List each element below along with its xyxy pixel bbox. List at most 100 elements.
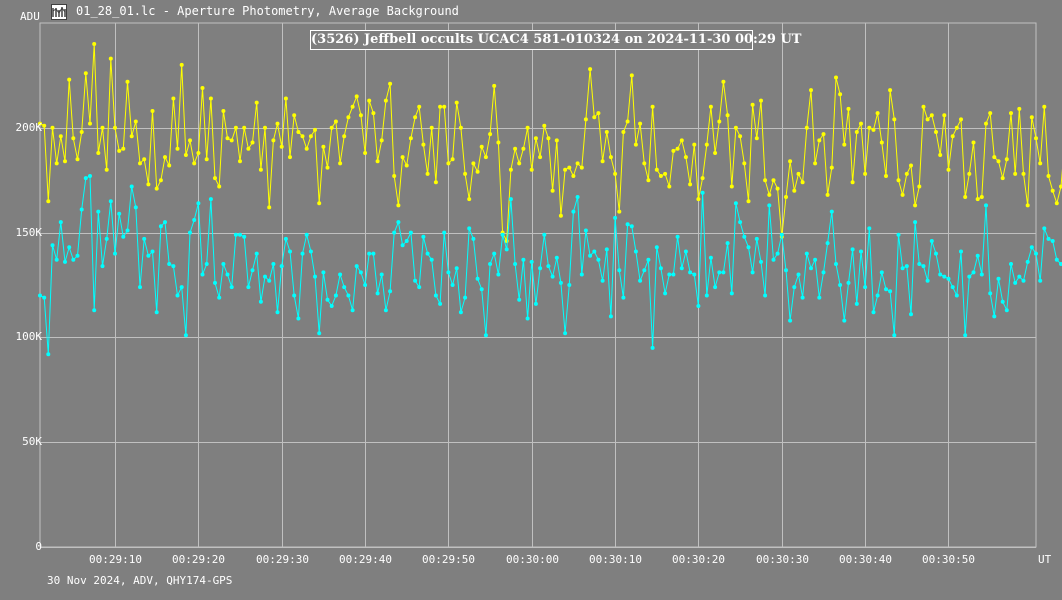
data-point bbox=[746, 245, 751, 250]
x-tick-label: 00:29:20 bbox=[172, 553, 225, 566]
data-point bbox=[46, 352, 51, 357]
data-point bbox=[854, 301, 859, 306]
data-point bbox=[446, 270, 451, 275]
data-point bbox=[488, 132, 493, 137]
y-tick-label: 0 bbox=[35, 539, 42, 553]
data-point bbox=[425, 171, 430, 176]
data-point bbox=[275, 121, 280, 126]
data-point bbox=[304, 146, 309, 151]
data-point bbox=[1017, 274, 1022, 279]
data-point bbox=[617, 268, 622, 273]
data-point bbox=[563, 331, 568, 336]
data-point bbox=[317, 331, 322, 336]
data-point bbox=[850, 247, 855, 252]
data-point bbox=[625, 222, 630, 227]
x-axis-label: UT bbox=[1038, 553, 1052, 566]
data-point bbox=[275, 310, 280, 315]
data-point bbox=[725, 241, 730, 246]
data-point bbox=[288, 155, 292, 160]
data-point bbox=[450, 283, 455, 287]
data-point bbox=[750, 102, 755, 107]
data-point bbox=[92, 42, 97, 46]
data-point bbox=[371, 251, 376, 256]
data-point bbox=[871, 127, 876, 132]
data-point bbox=[333, 293, 338, 298]
data-point bbox=[350, 308, 355, 313]
data-point bbox=[200, 86, 205, 90]
data-point bbox=[558, 280, 563, 285]
data-point bbox=[688, 182, 693, 187]
data-point bbox=[892, 333, 897, 338]
data-point bbox=[392, 174, 397, 178]
data-point bbox=[571, 209, 576, 214]
data-point bbox=[1038, 161, 1043, 166]
data-point bbox=[150, 249, 155, 254]
data-point bbox=[158, 178, 163, 183]
data-point bbox=[550, 188, 555, 193]
data-point bbox=[954, 125, 959, 130]
data-point bbox=[50, 243, 55, 248]
data-point bbox=[821, 270, 826, 275]
data-point bbox=[813, 161, 818, 166]
data-point bbox=[683, 155, 688, 160]
data-point bbox=[63, 159, 67, 164]
data-point bbox=[154, 310, 159, 315]
data-point bbox=[517, 161, 522, 166]
data-point bbox=[542, 123, 547, 128]
data-point bbox=[158, 224, 163, 229]
data-point bbox=[579, 165, 584, 170]
data-point bbox=[75, 253, 80, 258]
data-point bbox=[592, 115, 597, 120]
data-point bbox=[579, 272, 584, 277]
data-point bbox=[604, 130, 609, 134]
data-point bbox=[642, 161, 647, 166]
data-point bbox=[834, 75, 838, 80]
data-point bbox=[533, 136, 538, 141]
data-point bbox=[225, 272, 230, 277]
data-point bbox=[904, 171, 909, 176]
data-point bbox=[400, 155, 405, 160]
data-point bbox=[638, 278, 643, 283]
series-line bbox=[39, 43, 1062, 243]
data-point bbox=[733, 201, 738, 206]
data-point bbox=[217, 184, 222, 189]
data-point bbox=[179, 62, 184, 67]
footer-info: 30 Nov 2024, ADV, QHY174-GPS bbox=[47, 574, 233, 587]
data-point bbox=[125, 228, 130, 233]
data-point bbox=[1050, 188, 1055, 193]
y-tick-label: 150K bbox=[15, 225, 43, 239]
data-point bbox=[942, 274, 947, 279]
data-point bbox=[171, 264, 176, 269]
data-point bbox=[283, 236, 288, 241]
data-point bbox=[629, 73, 634, 78]
data-point bbox=[854, 130, 859, 134]
data-point bbox=[863, 285, 868, 290]
data-point bbox=[879, 270, 884, 275]
data-point bbox=[83, 176, 88, 181]
lightcurve-app-icon[interactable] bbox=[51, 4, 67, 20]
data-point bbox=[1042, 226, 1047, 231]
data-point bbox=[308, 249, 313, 254]
data-point bbox=[46, 199, 51, 204]
data-point bbox=[1054, 201, 1059, 206]
data-point bbox=[329, 304, 334, 308]
data-point bbox=[54, 257, 59, 262]
data-point bbox=[646, 178, 651, 183]
x-tick-label: 00:29:10 bbox=[89, 553, 142, 566]
data-point bbox=[729, 291, 734, 296]
data-point bbox=[713, 285, 718, 290]
data-point bbox=[1029, 245, 1034, 250]
y-tick-label: 100K bbox=[15, 329, 43, 343]
data-point bbox=[704, 293, 709, 298]
data-point bbox=[588, 67, 593, 72]
data-point bbox=[142, 236, 147, 241]
data-point bbox=[450, 157, 455, 162]
data-point bbox=[825, 241, 830, 246]
data-point bbox=[208, 96, 213, 101]
data-point bbox=[521, 146, 526, 151]
data-point bbox=[679, 266, 684, 271]
data-point bbox=[550, 274, 555, 279]
data-point bbox=[996, 276, 1001, 281]
data-point bbox=[308, 134, 313, 139]
